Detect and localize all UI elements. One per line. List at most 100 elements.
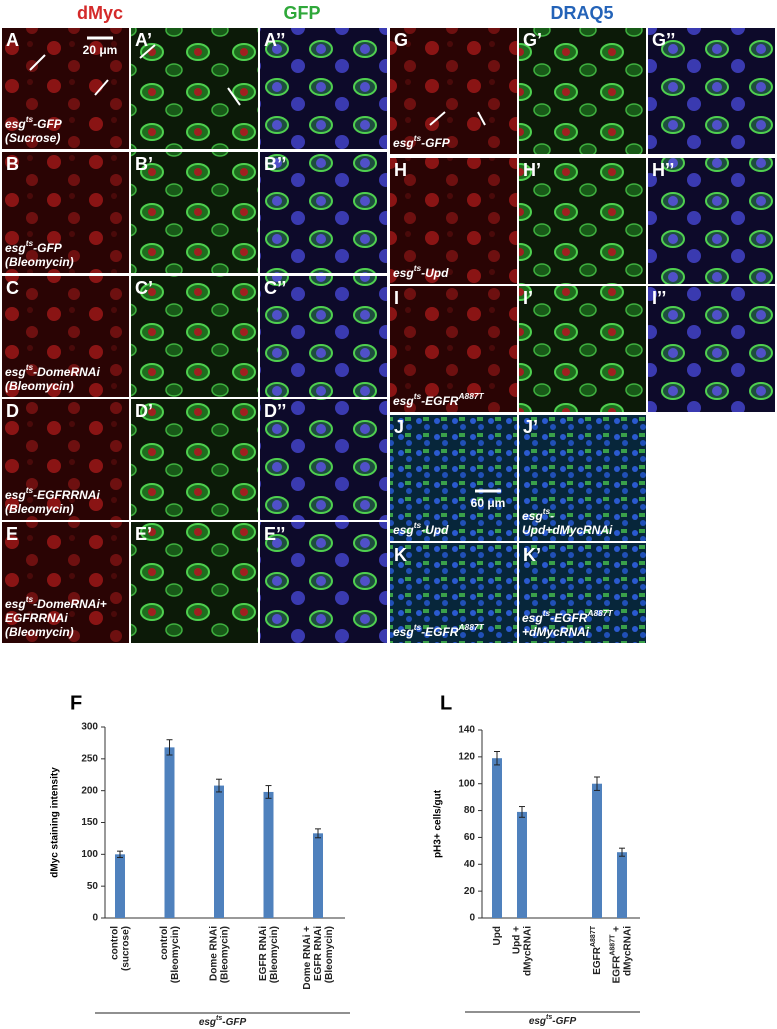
text-segment: ts (26, 362, 34, 372)
text-segment: ts (543, 608, 551, 618)
panel-letter: F (70, 692, 82, 714)
micrograph (260, 399, 387, 520)
text-segment: ts (26, 485, 34, 495)
text-segment: -EGFR (550, 611, 588, 625)
text-segment: ts (543, 506, 551, 516)
arrow (94, 79, 109, 96)
panel-caption: esgts-GFP (5, 238, 63, 255)
panel-caption: esgts-EGFRA887T (393, 622, 485, 639)
panel-label: E’’ (264, 524, 285, 544)
panel-label: J’ (523, 417, 538, 437)
y-tick-label: 140 (458, 725, 475, 736)
x-tick-label: (Bleomycin) (219, 926, 230, 983)
micrograph (390, 286, 517, 412)
arrow (477, 111, 486, 126)
panel-label: A’ (135, 30, 152, 50)
text-segment: -Upd (421, 266, 449, 280)
text-segment: + (611, 926, 622, 935)
panel-label: I’’ (652, 288, 666, 308)
text-segment: (Bleomycin) (269, 926, 280, 983)
panel-label: D (6, 401, 19, 421)
text-segment: esg (5, 117, 26, 131)
x-tick-label: (Bleomycin) (269, 926, 280, 983)
x-tick-label: Dome RNAi (208, 926, 219, 981)
micrograph (390, 543, 517, 643)
micrograph (519, 543, 646, 643)
micrograph (519, 415, 646, 541)
text-segment: ts (414, 520, 422, 530)
micrograph (131, 152, 258, 273)
text-segment: esg (522, 509, 543, 523)
text-segment: control (159, 926, 170, 960)
text-segment: ts (546, 1014, 552, 1021)
bar (115, 854, 125, 918)
text-segment: A887T (610, 934, 617, 956)
text-segment: (Bleomycin) (219, 926, 230, 983)
panel-label: G (394, 30, 408, 50)
text-segment: -EGFR (421, 625, 459, 639)
y-tick-label: 40 (464, 859, 476, 870)
micrograph (260, 522, 387, 643)
text-segment: A887T (586, 608, 613, 618)
panel-label: C’ (135, 278, 153, 298)
text-segment: Dome RNAi + (302, 926, 313, 990)
panel-caption: esgts-EGFRA887T (522, 608, 614, 625)
y-tick-label: 0 (469, 913, 475, 924)
text-segment: ts (414, 391, 422, 401)
x-tick-label: control (109, 926, 120, 960)
x-tick-label: EGFRA887T (590, 925, 602, 975)
panel-label: E’ (135, 524, 152, 544)
text-segment: ts (414, 263, 422, 273)
text-segment: ts (26, 594, 34, 604)
text-segment: -GFP (33, 117, 63, 131)
text-segment: - (550, 509, 554, 523)
text-segment: Dome RNAi (208, 926, 219, 981)
panel-label: G’’ (652, 30, 675, 50)
bar (263, 791, 274, 918)
panel-caption: esgts-DomeRNAi (5, 362, 100, 379)
panel-label: B’ (135, 154, 153, 174)
text-segment: esg (393, 625, 414, 639)
y-tick-label: 200 (81, 785, 98, 796)
x-tick-label: Upd + (511, 926, 522, 954)
panel-label: C (6, 278, 19, 298)
text-segment: -Upd (421, 523, 449, 537)
text-segment: esg (529, 1016, 546, 1027)
panel-label: B (6, 154, 19, 174)
panel-label: A’’ (264, 30, 285, 50)
micrograph (519, 28, 646, 154)
micrograph (2, 276, 129, 397)
y-tick-label: 150 (81, 817, 98, 828)
panel-caption: (Bleomycin) (5, 502, 74, 516)
text-segment: (Bleomycin) (5, 255, 74, 269)
text-segment: A887T (457, 391, 484, 401)
panel-label: E (6, 524, 18, 544)
header: GFP (283, 3, 320, 23)
panel-label: D’’ (264, 401, 286, 421)
x-tick-label: Upd (492, 926, 503, 945)
panel-caption: +dMycRNAi (522, 625, 590, 639)
text-segment: ts (216, 1015, 222, 1022)
text-segment: esg (522, 611, 543, 625)
text-segment: Upd + (511, 926, 522, 954)
y-tick-label: 100 (81, 849, 98, 860)
panel-caption: esgts-GFP (5, 114, 63, 131)
panel-letter: L (440, 692, 452, 714)
text-segment: ts (414, 622, 422, 632)
text-segment: (sucrose) (120, 926, 131, 971)
text-segment: esg (5, 597, 26, 611)
text-segment: esg (5, 241, 26, 255)
text-segment: -DomeRNAi (33, 365, 100, 379)
panel-caption: (Sucrose) (5, 131, 60, 145)
text-segment: -GFP (552, 1016, 576, 1027)
micrograph (131, 399, 258, 520)
micrograph (390, 415, 517, 541)
y-tick-label: 250 (81, 753, 98, 764)
micrograph (260, 152, 387, 273)
panel-caption: EGFRRNAi (5, 611, 68, 625)
y-axis-label: dMyc staining intensity (50, 767, 61, 878)
panel-caption: esgts-Upd (393, 520, 449, 537)
arrow (29, 54, 46, 71)
text-segment: esg (393, 394, 414, 408)
x-tick-label: (sucrose) (120, 926, 131, 971)
